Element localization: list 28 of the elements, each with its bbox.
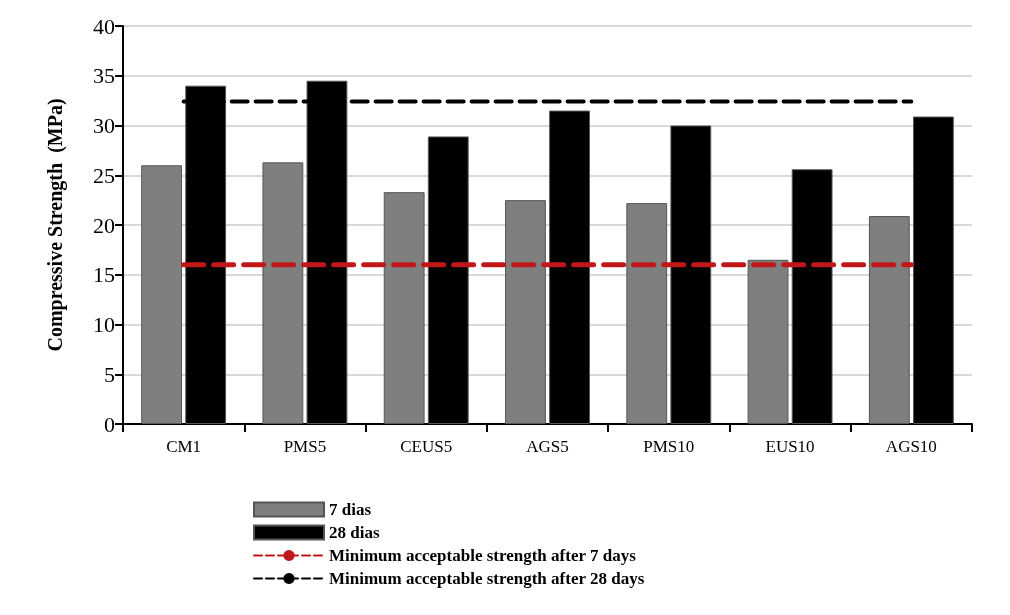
y-tick-label: 15 — [93, 262, 115, 288]
bar — [262, 162, 304, 424]
y-tick-label: 30 — [93, 113, 115, 138]
bar — [868, 216, 910, 424]
legend-label: 7 dias — [329, 500, 372, 519]
x-tick-label: CM1 — [166, 437, 202, 456]
bar — [383, 192, 425, 424]
y-tick-label: 5 — [104, 361, 115, 387]
legend-label: Minimum acceptable strength after 28 days — [329, 569, 645, 588]
y-axis-title: Compressive Strength (MPa) — [44, 98, 67, 352]
x-tick-label: EUS10 — [765, 437, 815, 456]
x-tick-label: AGS5 — [526, 437, 569, 456]
legend-label: Minimum acceptable strength after 7 days — [329, 546, 637, 565]
legend-label: 28 dias — [329, 523, 380, 542]
x-tick-label: PMS5 — [283, 437, 327, 456]
y-tick-label: 25 — [93, 162, 115, 188]
y-tick-label: 0 — [104, 411, 115, 437]
y-tick-label: 40 — [93, 13, 115, 39]
y-tick-label: 10 — [93, 312, 115, 337]
bar — [747, 259, 789, 424]
bar — [141, 165, 183, 424]
y-tick-label: 35 — [93, 63, 115, 89]
x-tick-label: PMS10 — [643, 437, 695, 456]
bar — [505, 200, 546, 424]
bar — [626, 203, 668, 424]
x-tick-label: AGS10 — [885, 437, 937, 456]
x-tick-label: CEUS5 — [400, 437, 453, 456]
y-tick-label: 20 — [93, 212, 115, 238]
